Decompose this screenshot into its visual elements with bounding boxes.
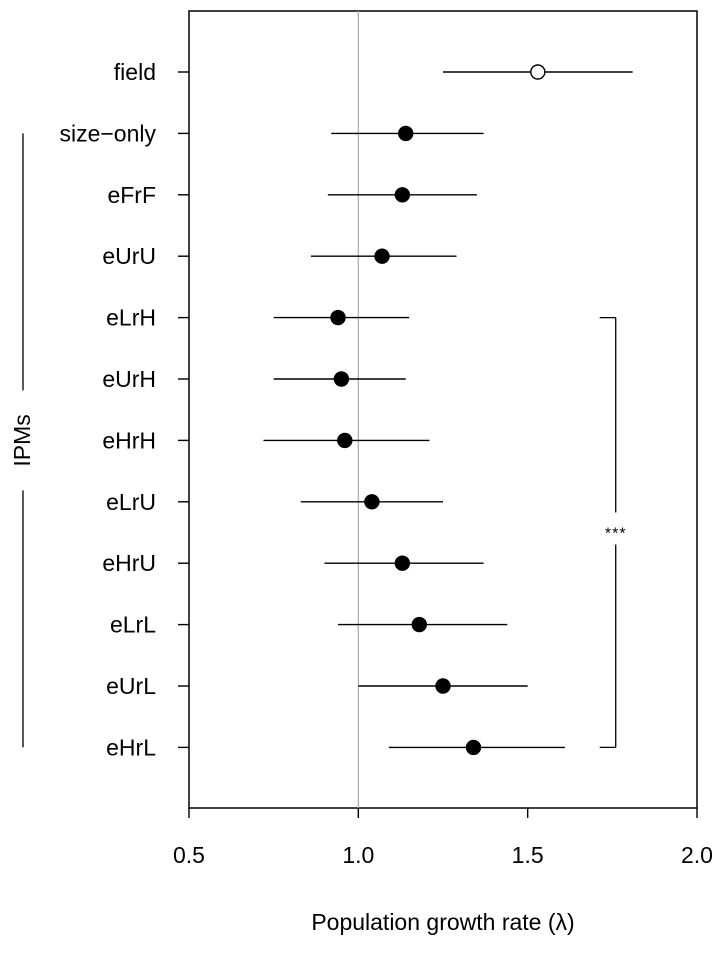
significance-label: ***	[605, 526, 627, 543]
category-label: eHrH	[102, 427, 156, 453]
point-marker	[364, 494, 380, 510]
point-marker	[435, 678, 451, 694]
x-tick-label: 1.5	[512, 842, 544, 868]
point-marker-open	[530, 64, 546, 80]
plot-frame	[188, 10, 698, 809]
point-marker	[330, 309, 346, 326]
x-tick-label: 2.0	[681, 842, 713, 868]
category-label: eUrU	[102, 243, 156, 269]
group-bracket-layer: IPMs	[9, 133, 35, 748]
category-label: eLrH	[106, 305, 156, 331]
category-label: size−only	[59, 120, 156, 146]
category-label: eLrL	[110, 612, 156, 638]
x-tick-label: 0.5	[173, 842, 205, 868]
category-label: eFrF	[107, 182, 156, 208]
category-label: eHrL	[106, 734, 156, 760]
x-tick-label: 1.0	[342, 842, 374, 868]
x-ticks-layer: 0.5 1.0 1.5 2.0	[173, 808, 713, 868]
significance-bracket-layer: ***	[599, 316, 627, 749]
point-marker	[337, 432, 353, 449]
point-marker	[411, 616, 427, 633]
category-label: eLrU	[106, 489, 156, 515]
category-labels-layer: field size−only eFrF eUrU eLrH eUrH eHrH eLrU eH…	[59, 59, 189, 760]
points-layer	[330, 64, 546, 756]
category-label: eHrU	[102, 550, 156, 576]
point-marker	[394, 555, 411, 571]
point-marker	[374, 248, 390, 264]
group-bracket-label: IPMs	[9, 414, 35, 466]
plot-frame-layer	[188, 10, 698, 809]
category-label: eUrL	[106, 673, 156, 699]
point-marker	[333, 371, 350, 387]
category-label: field	[114, 59, 156, 85]
error-bars-layer	[263, 71, 633, 749]
point-marker	[465, 739, 482, 756]
point-marker	[394, 187, 411, 203]
x-axis-label: Population growth rate (λ)	[311, 909, 574, 935]
point-marker	[398, 125, 414, 142]
category-label: eUrH	[102, 366, 156, 392]
